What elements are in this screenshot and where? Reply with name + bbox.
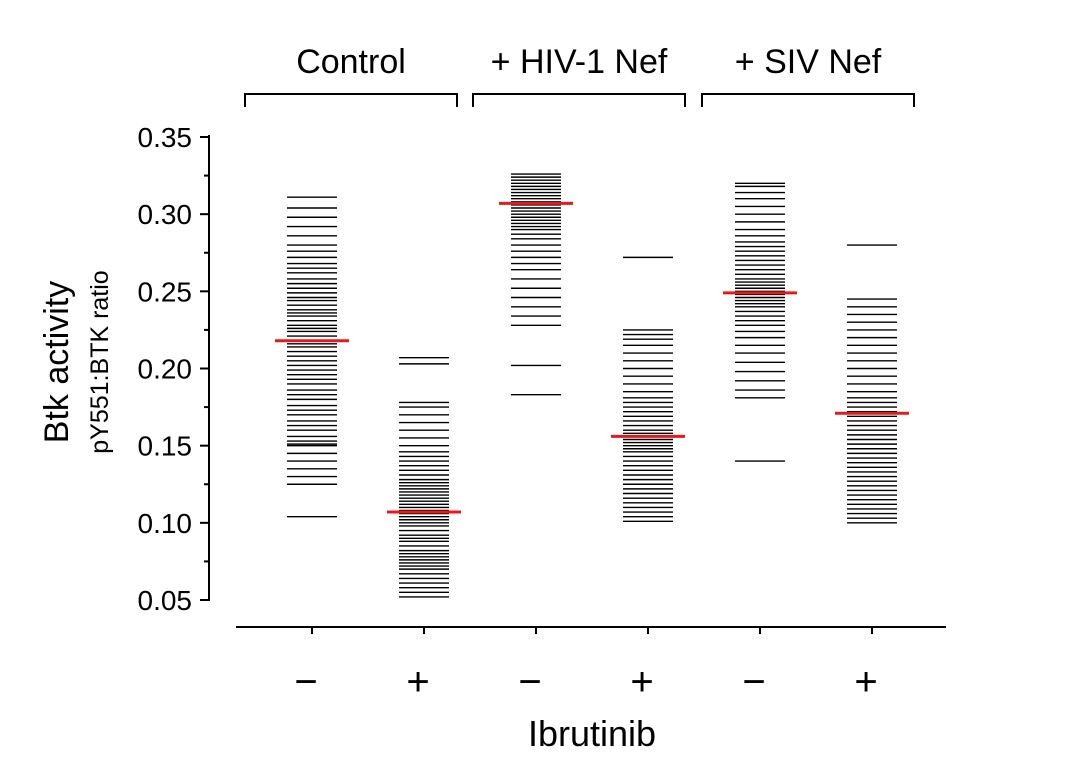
y-tick-label: 0.10: [138, 508, 193, 539]
x-axis-title: Ibrutinib: [528, 713, 656, 754]
group-label: + SIV Nef: [735, 43, 882, 81]
y-axis-title: Btk activity: [38, 281, 76, 443]
y-tick-label: 0.25: [138, 276, 193, 307]
x-tick-label: +: [854, 660, 877, 704]
y-tick-label: 0.30: [138, 199, 193, 230]
group-brackets: Control + HIV-1 Nef + SIV Nef: [244, 43, 915, 107]
group-bracket: [701, 93, 915, 107]
y-axis-subtitle: pY551:BTK ratio: [86, 270, 114, 453]
medians: [275, 201, 909, 514]
x-tick-label: −: [294, 660, 317, 704]
x-axis: − + − + − +: [236, 626, 946, 704]
y-tick-label: 0.15: [138, 431, 193, 462]
group-bracket: [244, 93, 458, 107]
x-tick-label: −: [742, 660, 765, 704]
x-tick-label: +: [406, 660, 429, 704]
y-tick-label: 0.05: [138, 585, 193, 616]
y-axis: 0.05 0.10 0.15 0.20 0.25 0.30 0.35: [138, 122, 210, 616]
y-tick-label: 0.35: [138, 122, 193, 153]
plot-marks: [287, 173, 897, 598]
group-label: + HIV-1 Nef: [491, 43, 668, 81]
x-tick-label: +: [630, 660, 653, 704]
x-tick-label: −: [518, 660, 541, 704]
y-tick-label: 0.20: [138, 354, 193, 385]
group-label: Control: [296, 43, 406, 81]
group-bracket: [472, 93, 686, 107]
